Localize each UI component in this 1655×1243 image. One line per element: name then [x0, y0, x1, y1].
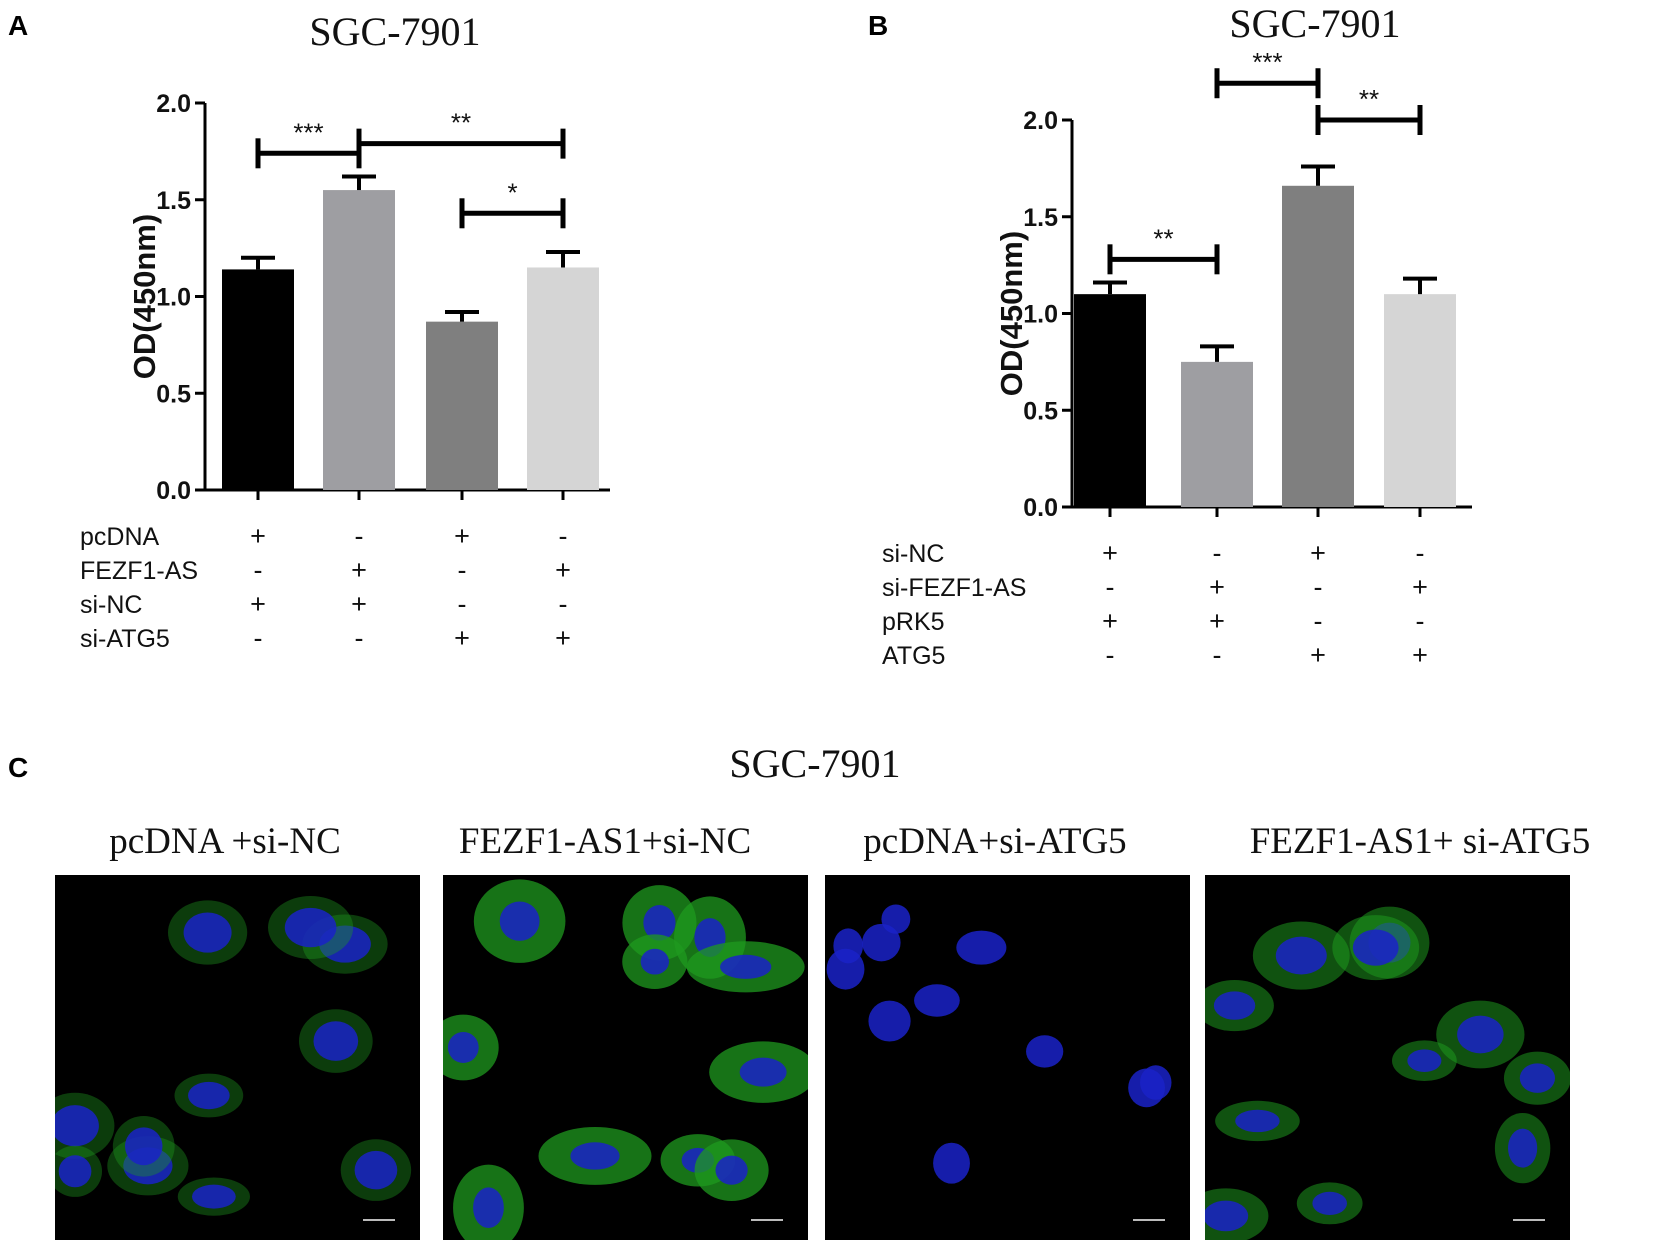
chart-b-condition-label: ATG5 [882, 642, 945, 670]
chart-b-condition-sign: - [1106, 640, 1115, 670]
chart-b-condition-sign: + [1102, 606, 1118, 636]
svg-text:***: *** [293, 117, 323, 147]
chart-a-bar-4 [527, 267, 599, 490]
chart-a: 0.00.51.01.52.0OD(450nm)*** ***pcDNA + - + -F… [80, 90, 610, 653]
svg-text:**: ** [451, 108, 471, 138]
chart-b-condition-sign: - [1314, 606, 1323, 636]
chart-a-error-bar-3 [445, 309, 479, 322]
svg-text:***: *** [1252, 47, 1282, 77]
micro-label-4: FEZF1-AS1+ si-ATG5 [1249, 821, 1591, 862]
chart-b-bar-3 [1282, 185, 1354, 508]
chart-a-condition-sign: + [351, 589, 367, 619]
chart-a-condition-label: FEZF1-AS [80, 557, 198, 585]
chart-b-title: SGC-7901 [1229, 1, 1401, 46]
chart-b-y-tick-label: 0.5 [1023, 397, 1058, 425]
chart-a-condition-sign: - [458, 589, 467, 619]
chart-b-condition-label: si-NC [882, 540, 945, 568]
chart-a-y-tick-label: 0.5 [156, 380, 191, 408]
chart-b-condition-sign: + [1209, 606, 1225, 636]
chart-a-error-bar-2 [342, 174, 376, 191]
svg-text:**: ** [1153, 223, 1173, 253]
chart-a-condition-sign: - [254, 623, 263, 653]
chart-a-condition-sign: - [458, 555, 467, 585]
chart-b-condition-sign: - [1213, 538, 1222, 568]
chart-b-condition-sign: + [1310, 640, 1326, 670]
chart-b-y-tick-label: 0.0 [1023, 494, 1058, 522]
chart-a-condition-label: si-ATG5 [80, 625, 170, 653]
chart-b-bar-1 [1074, 294, 1146, 507]
chart-a-y-tick-label: 1.5 [156, 187, 191, 215]
chart-b-condition-sign: + [1102, 538, 1118, 568]
chart-a-condition-label: pcDNA [80, 523, 160, 551]
chart-b: 0.00.51.01.52.0OD(450nm) *******si-NC + - + -… [882, 47, 1472, 670]
chart-a-condition-sign: - [355, 521, 364, 551]
chart-b-condition-sign: - [1416, 606, 1425, 636]
chart-b-y-axis-label: OD(450nm) [994, 231, 1029, 396]
chart-b-condition-sign: + [1412, 572, 1428, 602]
chart-b-bar-2 [1181, 361, 1253, 507]
chart-b-significance-2: ** [1315, 84, 1423, 135]
chart-b-y-tick-label: 1.5 [1023, 204, 1058, 232]
chart-a-y-tick-label: 0.0 [156, 477, 191, 505]
svg-text:**: ** [1359, 84, 1379, 114]
chart-a-condition-sign: + [555, 555, 571, 585]
chart-b-bar-4 [1384, 294, 1456, 507]
chart-b-condition-label: pRK5 [882, 608, 945, 636]
chart-b-condition-sign: - [1213, 640, 1222, 670]
chart-a-bar-2 [323, 190, 395, 490]
chart-b-condition-sign: + [1412, 640, 1428, 670]
chart-b-condition-sign: + [1310, 538, 1326, 568]
chart-b-significance-3: *** [1214, 47, 1321, 99]
chart-a-title: SGC-7901 [309, 9, 481, 54]
chart-b-error-bar-4 [1403, 276, 1437, 295]
chart-a-condition-sign: + [250, 521, 266, 551]
chart-b-error-bar-3 [1301, 164, 1335, 186]
chart-b-condition-sign: + [1209, 572, 1225, 602]
micrograph-pcdna-si-atg5 [825, 875, 1190, 1240]
micro-label-1: pcDNA +si-NC [109, 821, 341, 862]
chart-a-condition-sign: - [254, 555, 263, 585]
panel-letter-c: C [8, 752, 29, 783]
chart-a-condition-sign: - [559, 521, 568, 551]
microscopy-title: SGC-7901 [729, 741, 901, 786]
micrograph-fezf1-as1-si-nc [443, 875, 808, 1240]
chart-a-condition-label: si-NC [80, 591, 143, 619]
chart-b-condition-label: si-FEZF1-AS [882, 574, 1026, 602]
chart-b-condition-sign: - [1106, 572, 1115, 602]
chart-a-y-axis-label: OD(450nm) [127, 214, 162, 379]
chart-a-condition-sign: + [454, 521, 470, 551]
chart-b-condition-sign: - [1314, 572, 1323, 602]
panel-letter-a: A [8, 10, 29, 41]
micrograph-pcdna-si-nc [55, 875, 420, 1240]
chart-a-significance-3: * [459, 177, 566, 229]
svg-text:*: * [507, 177, 517, 207]
chart-b-y-tick-label: 1.0 [1023, 301, 1058, 329]
chart-a-error-bar-4 [546, 249, 580, 268]
chart-b-error-bar-1 [1093, 280, 1127, 295]
chart-a-bar-3 [426, 321, 498, 490]
chart-b-condition-sign: - [1416, 538, 1425, 568]
chart-a-bar-1 [222, 269, 294, 490]
chart-a-significance-1: *** [255, 117, 362, 169]
chart-a-error-bar-1 [241, 255, 275, 270]
micro-label-2: FEZF1-AS1+si-NC [458, 821, 752, 862]
chart-a-condition-sign: + [250, 589, 266, 619]
chart-a-condition-sign: - [559, 589, 568, 619]
panel-letter-b: B [868, 10, 889, 41]
chart-b-y-tick-label: 2.0 [1023, 107, 1058, 135]
micrograph-fezf1-as1-si-atg5 [1205, 875, 1570, 1240]
chart-a-significance-2: ** [356, 108, 566, 159]
chart-a-y-tick-label: 2.0 [156, 90, 191, 118]
micro-label-3: pcDNA+si-ATG5 [863, 821, 1127, 862]
chart-a-condition-sign: - [355, 623, 364, 653]
chart-a-condition-sign: + [454, 623, 470, 653]
chart-b-significance-1: ** [1107, 223, 1220, 275]
chart-b-error-bar-2 [1200, 344, 1234, 362]
chart-a-y-tick-label: 1.0 [156, 284, 191, 312]
chart-a-condition-sign: + [351, 555, 367, 585]
chart-a-condition-sign: + [555, 623, 571, 653]
